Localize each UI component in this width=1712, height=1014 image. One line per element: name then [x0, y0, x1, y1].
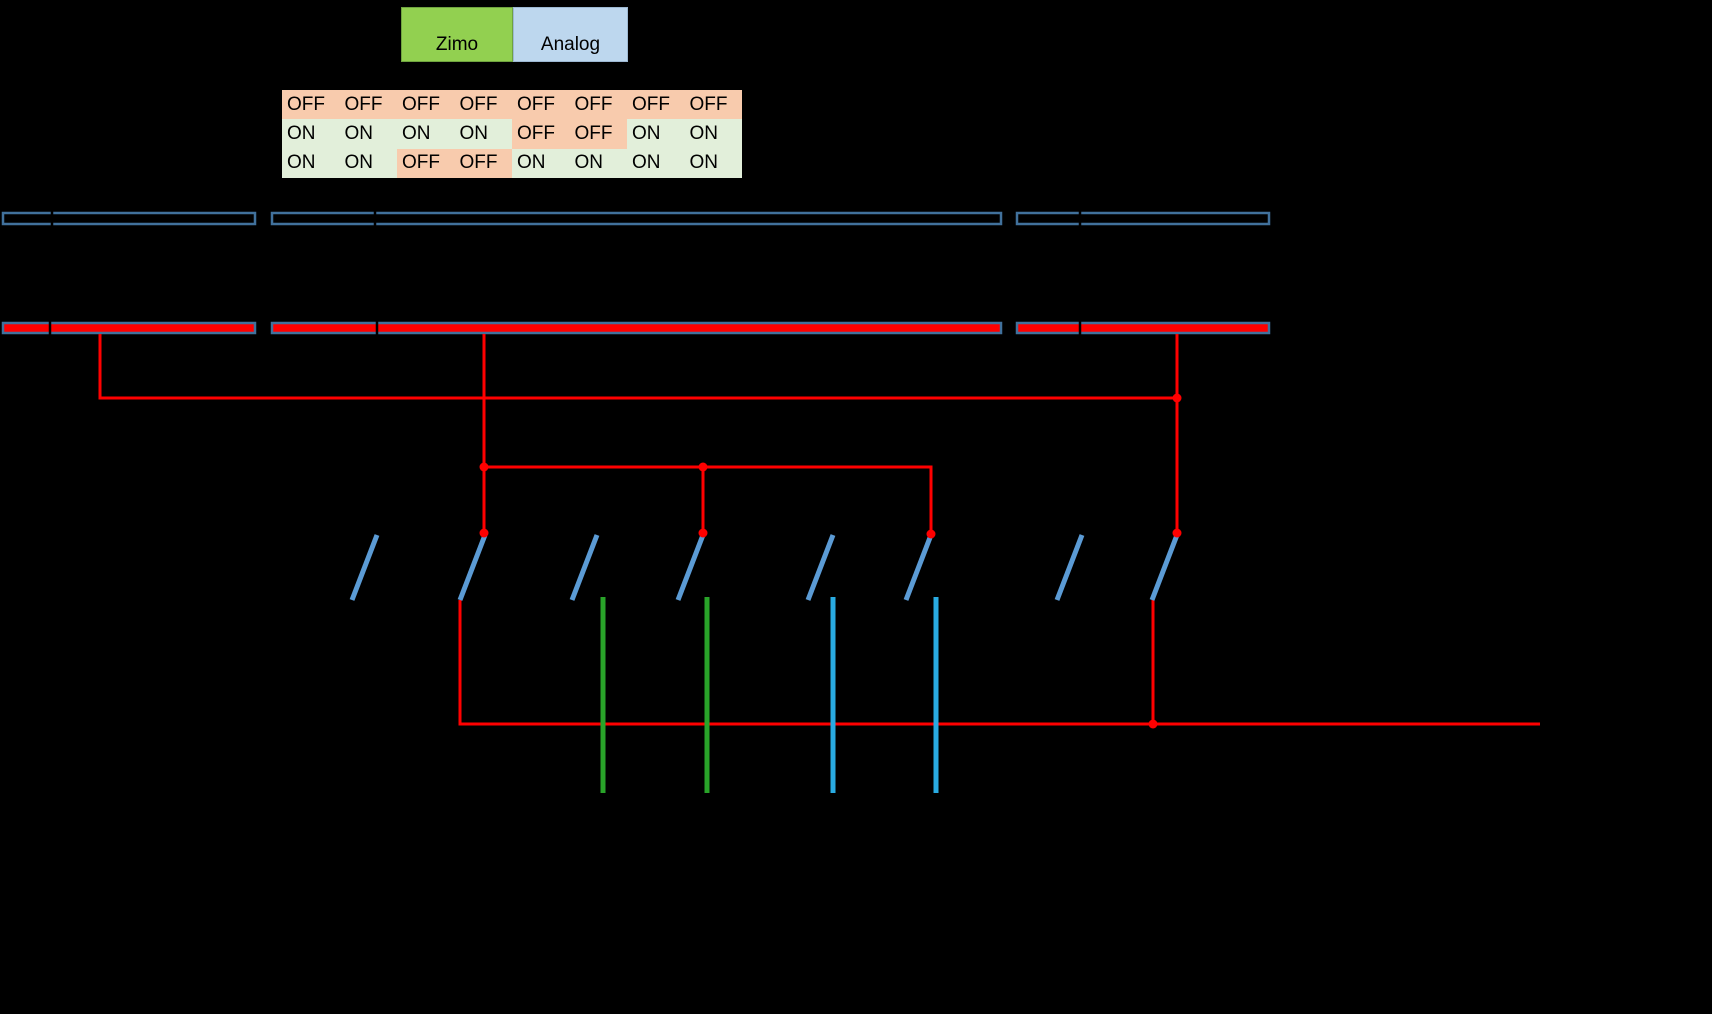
- legend-analog: Analog: [513, 7, 628, 62]
- junction-dot-2: [698, 462, 708, 472]
- dip-switch-table: OFF OFF OFF OFF OFF OFF OFF OFF ON ON ON ON OFF OFF ON…: [282, 90, 742, 178]
- legend-analog-label: Analog: [540, 34, 601, 55]
- bus-top-blue-gap-tick-1: [50, 210, 54, 227]
- dip-cell-r1c4: OFF: [454, 90, 512, 120]
- dip-cell-r1c1: OFF: [282, 90, 340, 120]
- dip-cell-r2c8: ON: [684, 119, 742, 149]
- junction-dot-5: [698, 528, 708, 538]
- junction-dot-7: [1172, 528, 1182, 538]
- switch-lever-3: [569, 534, 600, 601]
- dip-cell-r3c5: ON: [512, 148, 570, 178]
- bus-bottom-red-gap-tick-3: [1078, 320, 1082, 336]
- bus-bottom-red-gap-tick-1: [48, 320, 52, 336]
- dip-cell-r3c2: ON: [339, 148, 397, 178]
- switch-lever-6: [903, 534, 934, 601]
- dip-cell-r2c1: ON: [282, 119, 340, 149]
- red-wire-3: [484, 465, 933, 533]
- dip-cell-r2c7: ON: [627, 119, 685, 149]
- junction-dot-6: [926, 529, 936, 539]
- dip-cell-r1c6: OFF: [569, 90, 627, 120]
- switch-lever-2: [457, 534, 488, 601]
- dip-cell-r2c4: ON: [454, 119, 512, 149]
- bus-top-blue-segment-3: [1015, 211, 1271, 226]
- junction-dot-4: [479, 528, 489, 538]
- switch-lever-7: [1054, 534, 1085, 601]
- dip-cell-r1c8: OFF: [684, 90, 742, 120]
- switch-lever-1: [349, 534, 380, 601]
- bus-bottom-red-segment-1: [1, 321, 257, 335]
- bus-bottom-red-segment-3: [1015, 321, 1271, 335]
- bus-top-blue-gap-tick-3: [1078, 210, 1082, 227]
- bus-top-blue-segment-1: [1, 211, 257, 226]
- dip-cell-r3c4: OFF: [454, 148, 512, 178]
- junction-dot-8: [1148, 719, 1158, 729]
- switch-lever-4: [675, 534, 706, 601]
- red-wire-6: [458, 600, 1540, 726]
- dip-cell-r1c7: OFF: [627, 90, 685, 120]
- dip-cell-r1c2: OFF: [339, 90, 397, 120]
- bus-bottom-red-segment-2: [270, 321, 1003, 335]
- dip-cell-r2c6: OFF: [569, 119, 627, 149]
- dip-cell-r1c3: OFF: [397, 90, 455, 120]
- legend-zimo: Zimo: [401, 7, 513, 62]
- dip-cell-r2c5: OFF: [512, 119, 570, 149]
- switch-lever-8: [1149, 534, 1180, 601]
- dip-cell-r3c7: ON: [627, 148, 685, 178]
- bus-top-blue-gap-tick-2: [373, 210, 377, 227]
- bus-bottom-red-gap-tick-2: [375, 320, 379, 336]
- dip-cell-r2c3: ON: [397, 119, 455, 149]
- dip-cell-r3c8: ON: [684, 148, 742, 178]
- bus-top-blue-segment-2: [270, 211, 1003, 226]
- dip-cell-r2c2: ON: [339, 119, 397, 149]
- junction-dot-1: [479, 462, 489, 472]
- switch-lever-5: [805, 534, 836, 601]
- legend-zimo-label: Zimo: [435, 34, 479, 55]
- dip-cell-r3c1: ON: [282, 148, 340, 178]
- junction-dot-3: [1172, 393, 1182, 403]
- dip-cell-r3c6: ON: [569, 148, 627, 178]
- dip-cell-r1c5: OFF: [512, 90, 570, 120]
- red-wire-1: [98, 334, 1177, 400]
- dip-cell-r3c3: OFF: [397, 148, 455, 178]
